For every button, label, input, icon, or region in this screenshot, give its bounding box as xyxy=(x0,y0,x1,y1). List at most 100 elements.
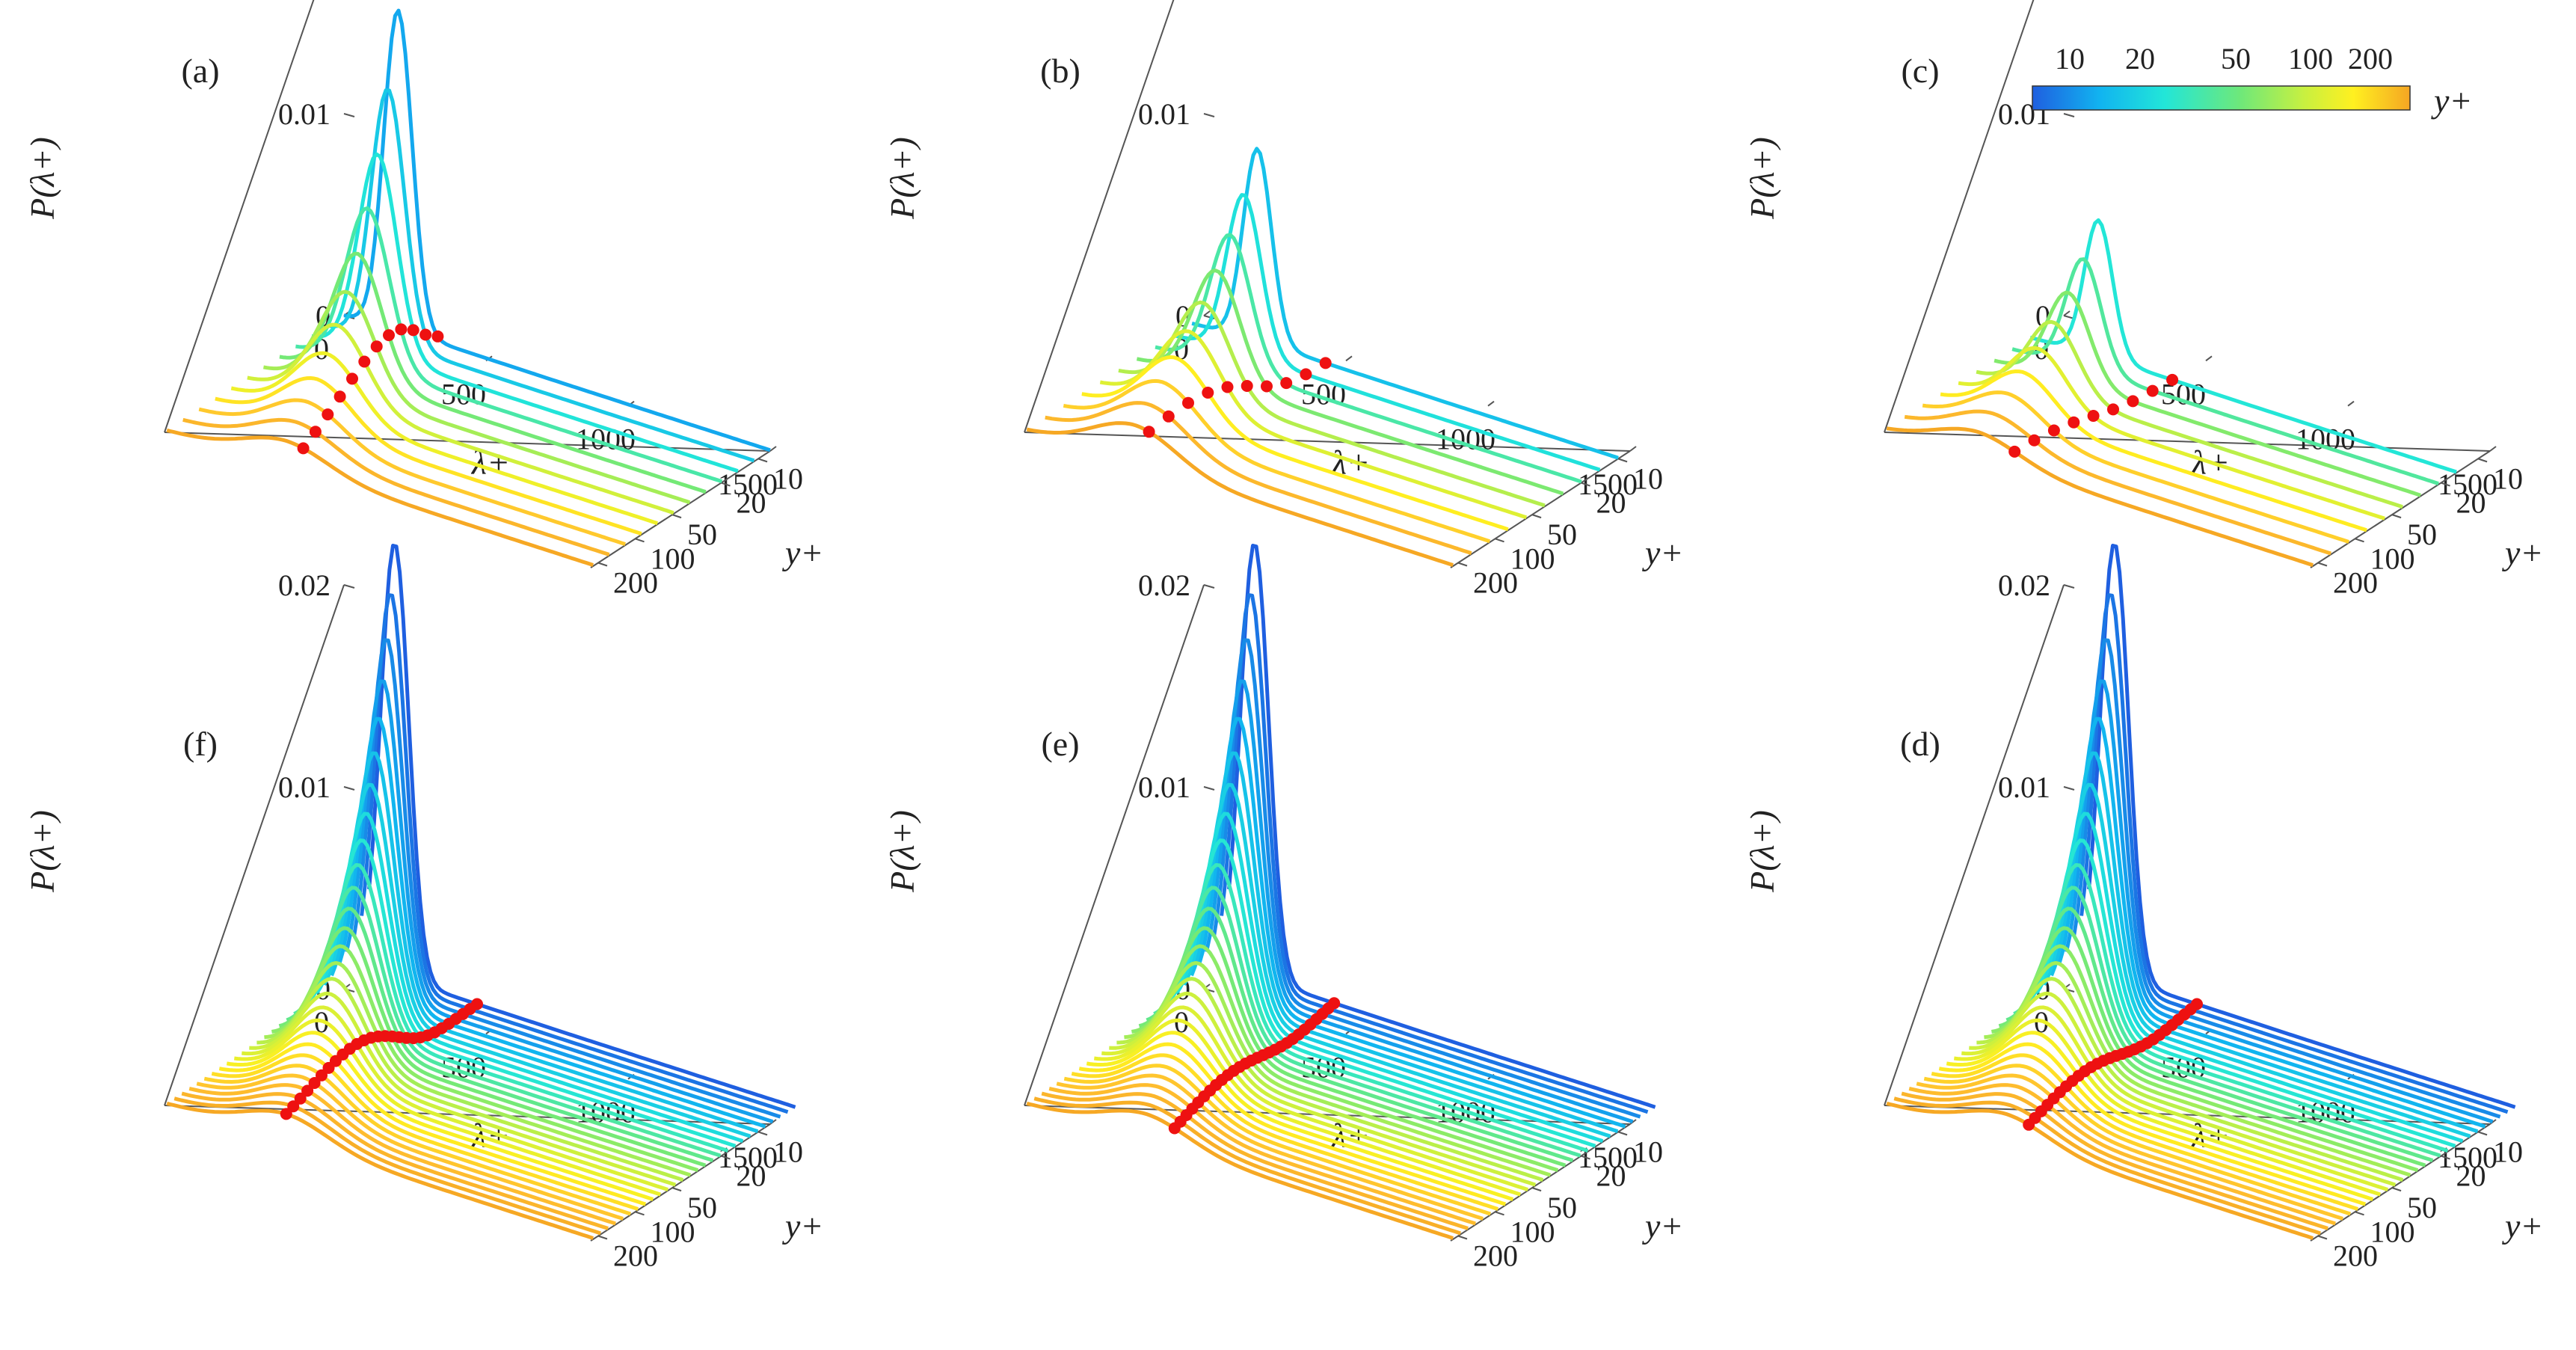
yplus-tick-mark xyxy=(671,1187,682,1192)
pdf-curve xyxy=(181,1091,609,1230)
pdf-curve xyxy=(1191,147,1619,460)
yplus-tick-label: 200 xyxy=(1473,566,1518,600)
lambda-tick-mark xyxy=(769,446,777,452)
pdf-curve xyxy=(1167,838,1596,1148)
pdf-curve xyxy=(1160,863,1589,1153)
pdf-curve xyxy=(1093,1018,1522,1197)
pdf-curve xyxy=(1923,1064,2352,1216)
pdf-curve xyxy=(1904,409,2331,556)
pdf-curve xyxy=(286,906,714,1162)
pdf-curve xyxy=(230,351,659,525)
mean-lambda-marker xyxy=(287,1100,300,1113)
z-axis xyxy=(1884,584,2065,1106)
yplus-axis xyxy=(2310,1123,2491,1242)
mean-lambda-marker xyxy=(2028,434,2041,447)
yplus-tick-mark xyxy=(2477,458,2488,463)
pdf-curve xyxy=(2020,863,2449,1153)
yplus-tick-mark xyxy=(2317,562,2328,567)
pdf-curve xyxy=(300,863,729,1153)
z-tick-label: 0.01 xyxy=(278,97,331,131)
pdf-curve xyxy=(307,838,737,1148)
z-tick-label: 0.02 xyxy=(1138,568,1190,602)
mean-lambda-marker xyxy=(1300,368,1312,381)
yplus-tick-mark xyxy=(1581,1155,1590,1160)
lambda-tick-mark xyxy=(2205,355,2213,362)
yplus-axis xyxy=(1450,1123,1631,1242)
pdf-curve xyxy=(1994,290,2421,497)
yplus-tick-mark xyxy=(2317,1235,2328,1240)
yplus-tick-mark xyxy=(2355,1211,2364,1216)
pdf-curve xyxy=(198,398,626,546)
yplus-tick-label: 50 xyxy=(687,518,717,551)
z-axis xyxy=(1884,0,2035,433)
pdf-curve xyxy=(1953,1018,2382,1197)
yplus-tick-mark xyxy=(1495,1211,1504,1216)
z-axis xyxy=(164,0,315,433)
yplus-tick-label: 10 xyxy=(773,461,803,495)
mean-lambda-marker xyxy=(1168,1122,1181,1135)
yplus-tick-label: 10 xyxy=(1633,461,1663,495)
pdf-curve xyxy=(233,1018,662,1197)
pdf-curve xyxy=(1205,679,1634,1123)
yplus-tick-label: 100 xyxy=(2370,1215,2415,1248)
z-axis-label: P(λ+) xyxy=(1743,137,1781,220)
yplus-tick-mark xyxy=(1617,458,1628,463)
yplus-tick-label: 10 xyxy=(773,1135,803,1168)
pdf-curve xyxy=(1153,886,1581,1158)
yplus-tick-label: 100 xyxy=(651,541,695,575)
pdf-curve xyxy=(2057,717,2486,1129)
yplus-tick-mark xyxy=(757,1131,768,1136)
pdf-curve xyxy=(2035,811,2464,1143)
yplus-tick-label: 100 xyxy=(1510,541,1555,575)
pdf-curve xyxy=(1961,1005,2389,1191)
z-axis xyxy=(1024,0,1175,433)
mean-lambda-marker xyxy=(322,408,334,421)
pdf-curve xyxy=(173,1096,601,1236)
pdf-curve xyxy=(315,811,744,1143)
pdf-curve xyxy=(1938,1042,2367,1206)
mean-lambda-marker xyxy=(294,1092,307,1105)
pdf-curve xyxy=(360,593,789,1114)
yplus-tick-mark xyxy=(2477,1131,2488,1136)
pdf-curve xyxy=(1086,1031,1514,1201)
pdf-curve xyxy=(166,428,594,567)
pdf-curve xyxy=(1190,751,1619,1133)
pdf-curve xyxy=(271,944,699,1172)
pdf-curve xyxy=(352,638,781,1119)
pdf-curve xyxy=(1116,977,1544,1182)
z-tick-label: 0.01 xyxy=(278,770,331,804)
mean-lambda-marker xyxy=(2107,403,2119,416)
pdf-curve xyxy=(264,961,692,1177)
mean-lambda-marker xyxy=(308,1077,321,1089)
pdf-curve xyxy=(1155,233,1582,484)
pdf-curve xyxy=(1916,1073,2343,1221)
z-axis-label: P(λ+) xyxy=(23,810,61,893)
pdf-curve xyxy=(1984,961,2411,1177)
z-axis xyxy=(1024,584,1205,1106)
yplus-tick-mark xyxy=(1495,538,1504,543)
z-axis xyxy=(164,584,345,1106)
lambda-tick-mark xyxy=(2489,1119,2497,1125)
mean-lambda-marker xyxy=(383,329,395,342)
pdf-curve xyxy=(1182,782,1611,1138)
z-tick-label: 0.01 xyxy=(1138,97,1190,131)
yplus-tick-label: 200 xyxy=(2333,1239,2378,1273)
yplus-tick-mark xyxy=(2391,514,2402,519)
panel-label: (b) xyxy=(1040,52,1080,90)
mean-lambda-marker xyxy=(333,390,346,403)
panel-label: (e) xyxy=(1041,725,1079,763)
z-axis-label: P(λ+) xyxy=(23,137,61,220)
yplus-tick-label: 50 xyxy=(1547,518,1577,551)
pdf-curve xyxy=(1172,193,1601,472)
yplus-tick-mark xyxy=(1581,482,1590,487)
pdf-curve xyxy=(345,679,774,1123)
yplus-axis-label: y+ xyxy=(1642,533,1683,571)
pdf-curve xyxy=(1146,906,1574,1162)
pdf-curve xyxy=(1071,1053,1499,1211)
mean-lambda-marker xyxy=(2047,424,2060,437)
pdf-curve xyxy=(1946,1031,2374,1201)
pdf-curve xyxy=(211,1053,639,1211)
pdf-curve xyxy=(322,782,751,1138)
